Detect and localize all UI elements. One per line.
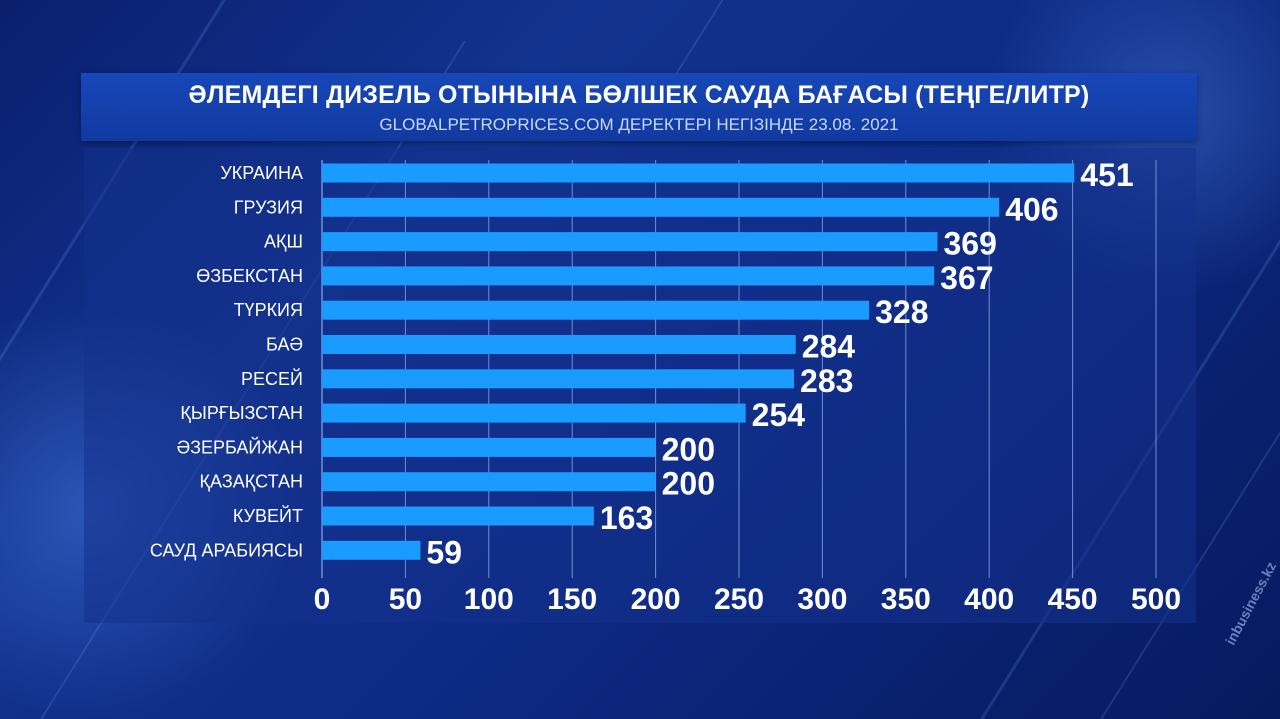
- data-label: 200: [662, 431, 715, 467]
- data-label: 328: [875, 294, 928, 330]
- title-banner: ӘЛЕМДЕГІ ДИЗЕЛЬ ОТЫНЫНА БӨЛШЕК САУДА БАҒ…: [81, 73, 1197, 141]
- x-tick-label: 50: [389, 583, 422, 616]
- bar: [322, 335, 796, 354]
- data-label: 254: [752, 397, 806, 433]
- bar: [322, 300, 870, 320]
- x-tick-label: 200: [631, 583, 681, 616]
- x-tick-label: 0: [314, 583, 331, 616]
- category-label: ӘЗЕРБАЙЖАН: [177, 436, 303, 457]
- bar: [322, 437, 656, 457]
- bar-layer: [322, 163, 1075, 560]
- bar: [322, 232, 938, 252]
- data-label: 283: [800, 363, 853, 399]
- bar: [322, 163, 1075, 183]
- x-tick-label: 250: [714, 583, 764, 616]
- bar: [322, 197, 1000, 217]
- category-label: ҚЫРҒЫЗСТАН: [180, 403, 303, 423]
- bar: [322, 403, 746, 423]
- bar: [322, 540, 421, 560]
- category-label: ҚАЗАҚСТАН: [200, 472, 303, 492]
- bar: [322, 266, 935, 286]
- data-label: 367: [940, 260, 993, 296]
- data-label: 369: [943, 226, 996, 262]
- data-label: 200: [662, 466, 715, 502]
- x-tick-label: 450: [1048, 583, 1098, 616]
- x-tick-label: 300: [797, 583, 847, 616]
- category-label: РЕСЕЙ: [241, 368, 303, 389]
- x-tick-label: 150: [547, 583, 597, 616]
- x-tick-label: 100: [464, 583, 514, 616]
- label-layer: 0 50 100 150 200 250 300 350 400 450 500 УКРАИНА 451…: [150, 157, 1181, 616]
- chart-subtitle: GLOBALPETROPRICES.COM ДЕРЕКТЕРІ НЕГІЗІНД…: [379, 115, 899, 134]
- category-label: САУД АРАБИЯСЫ: [150, 540, 303, 560]
- data-label: 451: [1080, 157, 1133, 193]
- x-tick-label: 500: [1131, 583, 1181, 616]
- x-tick-label: 350: [881, 583, 931, 616]
- category-label: ӨЗБЕКСТАН: [196, 266, 303, 286]
- category-label: ГРУЗИЯ: [234, 197, 303, 217]
- bar: [322, 369, 795, 389]
- data-label: 59: [426, 534, 462, 570]
- chart-title: ӘЛЕМДЕГІ ДИЗЕЛЬ ОТЫНЫНА БӨЛШЕК САУДА БАҒ…: [188, 81, 1090, 109]
- category-label: КУВЕЙТ: [233, 505, 303, 526]
- category-label: АҚШ: [264, 232, 303, 252]
- data-label: 406: [1005, 191, 1058, 227]
- bar: [322, 472, 656, 492]
- data-label: 163: [600, 500, 653, 536]
- category-label: УКРАИНА: [220, 163, 303, 183]
- category-label: БАӘ: [266, 335, 303, 355]
- data-label: 284: [802, 329, 856, 365]
- bar: [322, 506, 594, 526]
- x-tick-label: 400: [964, 583, 1014, 616]
- category-label: ТҮРКИЯ: [234, 300, 303, 320]
